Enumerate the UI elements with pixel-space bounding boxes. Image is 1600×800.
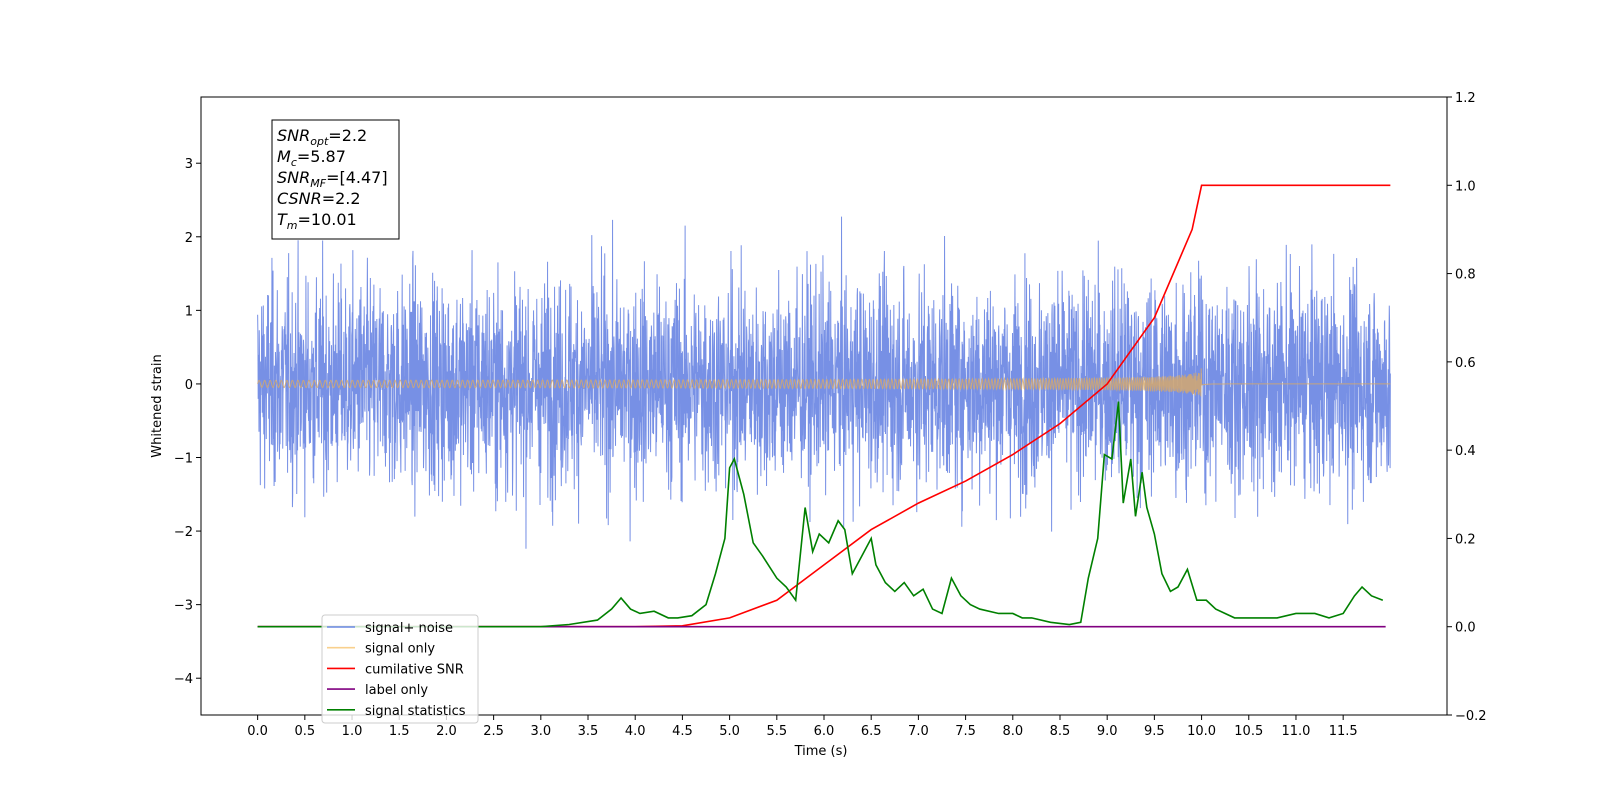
x-tick-label: 3.5: [578, 724, 599, 739]
x-tick-label: 6.5: [861, 724, 882, 739]
y-left-tick-label: 1: [185, 304, 193, 319]
signal-statistics-line: [257, 401, 1384, 628]
x-tick-label: 4.0: [625, 724, 646, 739]
x-tick-label: 5.0: [719, 724, 740, 739]
legend-label: label only: [365, 683, 428, 698]
y-left-tick-label: −1: [174, 452, 193, 467]
signal-only-line: [257, 368, 1391, 397]
legend-label: signal only: [365, 642, 435, 657]
x-tick-label: 3.0: [530, 724, 551, 739]
x-tick-label: 10.5: [1234, 724, 1263, 739]
info-box-line: CSNR=2.2: [277, 189, 361, 208]
y-left-tick-label: −3: [174, 599, 193, 614]
x-tick-label: 7.0: [908, 724, 929, 739]
y-axis-right: 1.2 1.0 0.8 0.6 0.4 0.2 0.0 −0.2: [1447, 91, 1487, 724]
y-right-tick-label: 0.6: [1455, 356, 1476, 371]
cumilative-snr-line: [257, 184, 1391, 628]
x-tick-label: 11.5: [1329, 724, 1358, 739]
x-tick-label: 1.5: [389, 724, 410, 739]
x-tick-label: 10.0: [1187, 724, 1216, 739]
legend-label: cumilative SNR: [365, 662, 464, 677]
y-left-tick-label: 0: [185, 378, 193, 393]
legend-frame: [321, 614, 479, 724]
y-left-tick-label: −4: [174, 672, 193, 687]
x-tick-label: 4.5: [672, 724, 693, 739]
legend: signal+ noise signal only cumilative SNR la…: [321, 614, 479, 724]
y-right-tick-label: 0.4: [1455, 444, 1476, 459]
legend-label: signal+ noise: [365, 621, 453, 636]
x-tick-label: 9.0: [1097, 724, 1118, 739]
x-tick-label: 1.0: [342, 724, 363, 739]
x-axis: 0.0 0.5 1.0 1.5 2.0 2.5 3.0 3.5 4.0 4.5 5.0 5.5 6.0 6…: [247, 715, 1358, 739]
info-box-line: SNRMF=[4.47]: [277, 168, 388, 190]
x-tick-label: 2.5: [483, 724, 504, 739]
x-tick-label: 0.5: [294, 724, 315, 739]
y-right-tick-label: 1.2: [1455, 91, 1476, 106]
info-box-line: Mc=5.87: [277, 147, 346, 169]
legend-label: signal statistics: [365, 704, 466, 719]
info-box-line: Tm=10.01: [277, 210, 357, 232]
info-box-line: SNRopt=2.2: [277, 126, 367, 148]
x-tick-label: 0.0: [247, 724, 268, 739]
x-tick-label: 5.5: [766, 724, 787, 739]
y-axis-left-title: Whitened strain: [150, 354, 165, 457]
y-right-tick-label: −0.2: [1455, 709, 1487, 724]
x-tick-label: 7.5: [955, 724, 976, 739]
y-left-tick-label: 2: [185, 231, 193, 246]
y-right-tick-label: 0.8: [1455, 268, 1476, 283]
y-right-tick-label: 1.0: [1455, 179, 1476, 194]
y-left-tick-label: 3: [185, 157, 193, 172]
x-axis-title: Time (s): [794, 744, 848, 759]
x-tick-label: 6.0: [814, 724, 835, 739]
x-tick-label: 2.0: [436, 724, 457, 739]
y-axis-left: 3 2 1 0 −1 −2 −3 −4: [174, 157, 201, 687]
info-box-frame: [271, 119, 400, 240]
x-tick-label: 11.0: [1281, 724, 1310, 739]
x-tick-label: 9.5: [1144, 724, 1165, 739]
y-right-tick-label: 0.2: [1455, 532, 1476, 547]
y-left-tick-label: −2: [174, 525, 193, 540]
x-tick-label: 8.5: [1050, 724, 1071, 739]
y-right-tick-label: 0.0: [1455, 621, 1476, 636]
x-tick-label: 8.0: [1002, 724, 1023, 739]
